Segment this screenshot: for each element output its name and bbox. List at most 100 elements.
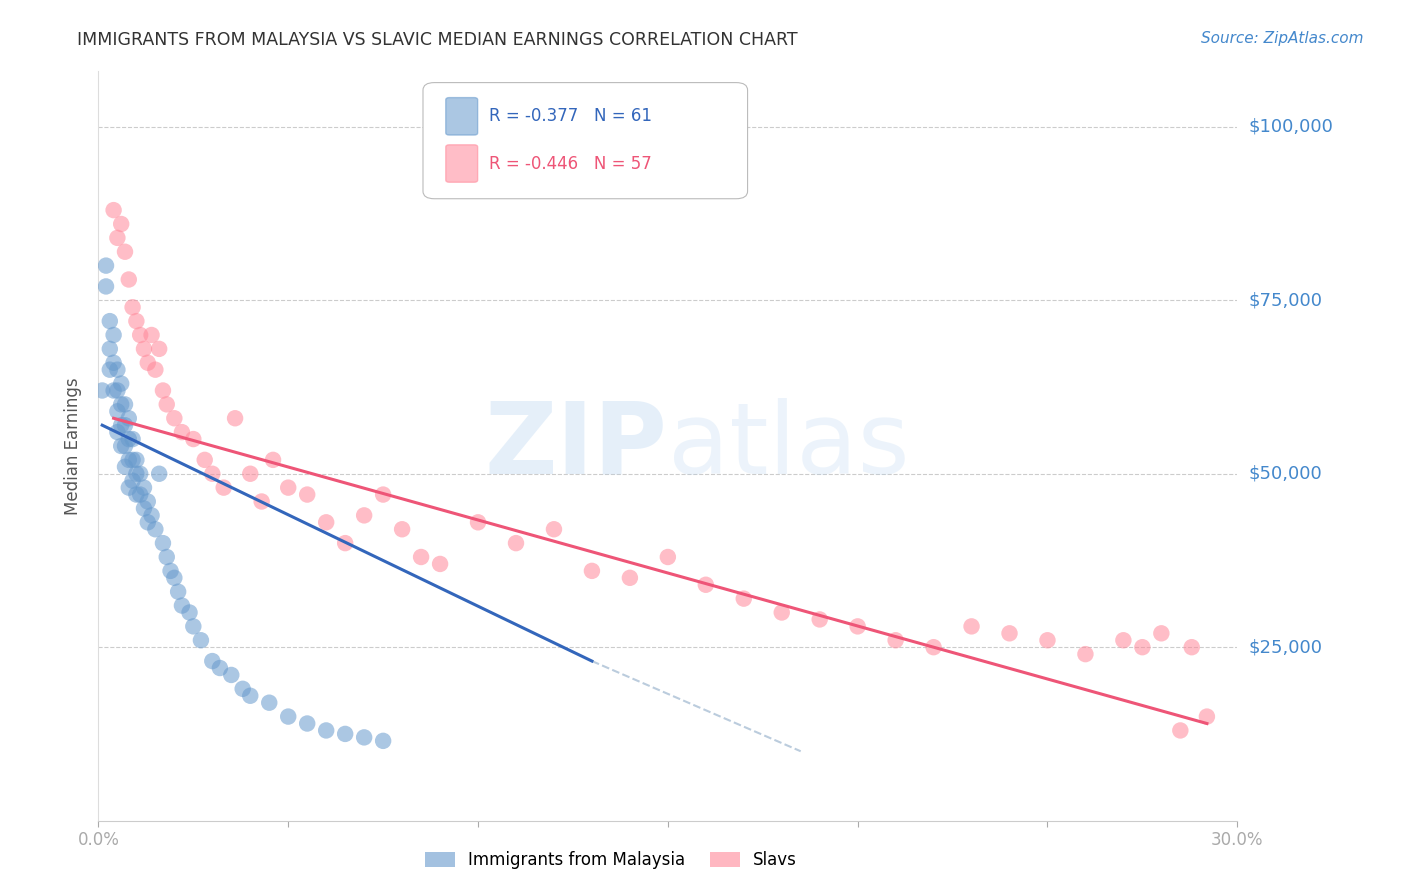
Point — [1036, 633, 1059, 648]
Text: R = -0.446   N = 57: R = -0.446 N = 57 — [489, 154, 652, 172]
Point — [467, 516, 489, 530]
Point — [224, 411, 246, 425]
Point — [315, 723, 337, 738]
Point — [262, 453, 284, 467]
Point — [543, 522, 565, 536]
Point — [132, 481, 155, 495]
Point — [125, 314, 148, 328]
Point — [190, 633, 212, 648]
Point — [114, 418, 136, 433]
Point — [239, 689, 262, 703]
Point — [114, 459, 136, 474]
Point — [136, 494, 159, 508]
Point — [110, 418, 132, 433]
Point — [221, 668, 243, 682]
Point — [91, 384, 114, 398]
Point — [277, 709, 299, 723]
Point — [118, 453, 141, 467]
Point — [1132, 640, 1154, 655]
Point — [353, 731, 375, 745]
Point — [114, 439, 136, 453]
Point — [1170, 723, 1192, 738]
Point — [141, 508, 163, 523]
Point — [808, 612, 831, 626]
Text: R = -0.377   N = 61: R = -0.377 N = 61 — [489, 107, 652, 125]
Text: $25,000: $25,000 — [1249, 638, 1323, 657]
Point — [148, 342, 170, 356]
Text: $75,000: $75,000 — [1249, 292, 1323, 310]
Point — [121, 474, 143, 488]
Point — [170, 599, 193, 613]
Point — [371, 487, 394, 501]
Point — [770, 606, 793, 620]
Point — [129, 487, 152, 501]
Point — [125, 453, 148, 467]
Point — [167, 584, 190, 599]
Text: ZIP: ZIP — [485, 398, 668, 494]
Point — [118, 432, 141, 446]
Point — [201, 654, 224, 668]
Point — [114, 397, 136, 411]
Point — [277, 481, 299, 495]
Point — [103, 203, 125, 218]
Point — [371, 734, 394, 748]
Point — [239, 467, 262, 481]
Point — [159, 564, 181, 578]
Point — [107, 231, 129, 245]
Point — [657, 549, 679, 564]
Point — [208, 661, 231, 675]
Point — [129, 467, 152, 481]
Point — [391, 522, 413, 536]
Point — [163, 571, 186, 585]
Point — [695, 578, 717, 592]
Y-axis label: Median Earnings: Median Earnings — [65, 377, 83, 515]
Point — [145, 362, 167, 376]
Point — [259, 696, 281, 710]
Point — [121, 453, 143, 467]
Point — [125, 487, 148, 501]
Point — [353, 508, 375, 523]
Point — [98, 362, 121, 376]
Point — [156, 397, 179, 411]
Point — [103, 356, 125, 370]
Point — [201, 467, 224, 481]
Point — [152, 384, 174, 398]
Point — [1074, 647, 1097, 661]
Point — [998, 626, 1021, 640]
Point — [183, 619, 205, 633]
FancyBboxPatch shape — [446, 97, 478, 135]
Point — [125, 467, 148, 481]
Point — [163, 411, 186, 425]
Text: $50,000: $50,000 — [1249, 465, 1322, 483]
Point — [136, 516, 159, 530]
Point — [121, 300, 143, 314]
Point — [505, 536, 527, 550]
Text: atlas: atlas — [668, 398, 910, 494]
Point — [922, 640, 945, 655]
Point — [335, 536, 357, 550]
Point — [94, 259, 117, 273]
Point — [118, 411, 141, 425]
Point — [194, 453, 217, 467]
Point — [121, 432, 143, 446]
Point — [110, 376, 132, 391]
FancyBboxPatch shape — [446, 145, 478, 182]
Point — [733, 591, 755, 606]
Point — [98, 314, 121, 328]
Point — [107, 404, 129, 418]
Point — [411, 549, 433, 564]
Point — [183, 432, 205, 446]
Point — [232, 681, 254, 696]
Point — [107, 425, 129, 439]
Point — [152, 536, 174, 550]
Text: Source: ZipAtlas.com: Source: ZipAtlas.com — [1201, 31, 1364, 46]
Point — [110, 439, 132, 453]
Point — [429, 557, 451, 571]
Point — [118, 481, 141, 495]
Point — [114, 244, 136, 259]
Point — [1150, 626, 1173, 640]
Text: $100,000: $100,000 — [1249, 118, 1333, 136]
Point — [212, 481, 235, 495]
Legend: Immigrants from Malaysia, Slavs: Immigrants from Malaysia, Slavs — [418, 845, 804, 876]
Point — [250, 494, 273, 508]
